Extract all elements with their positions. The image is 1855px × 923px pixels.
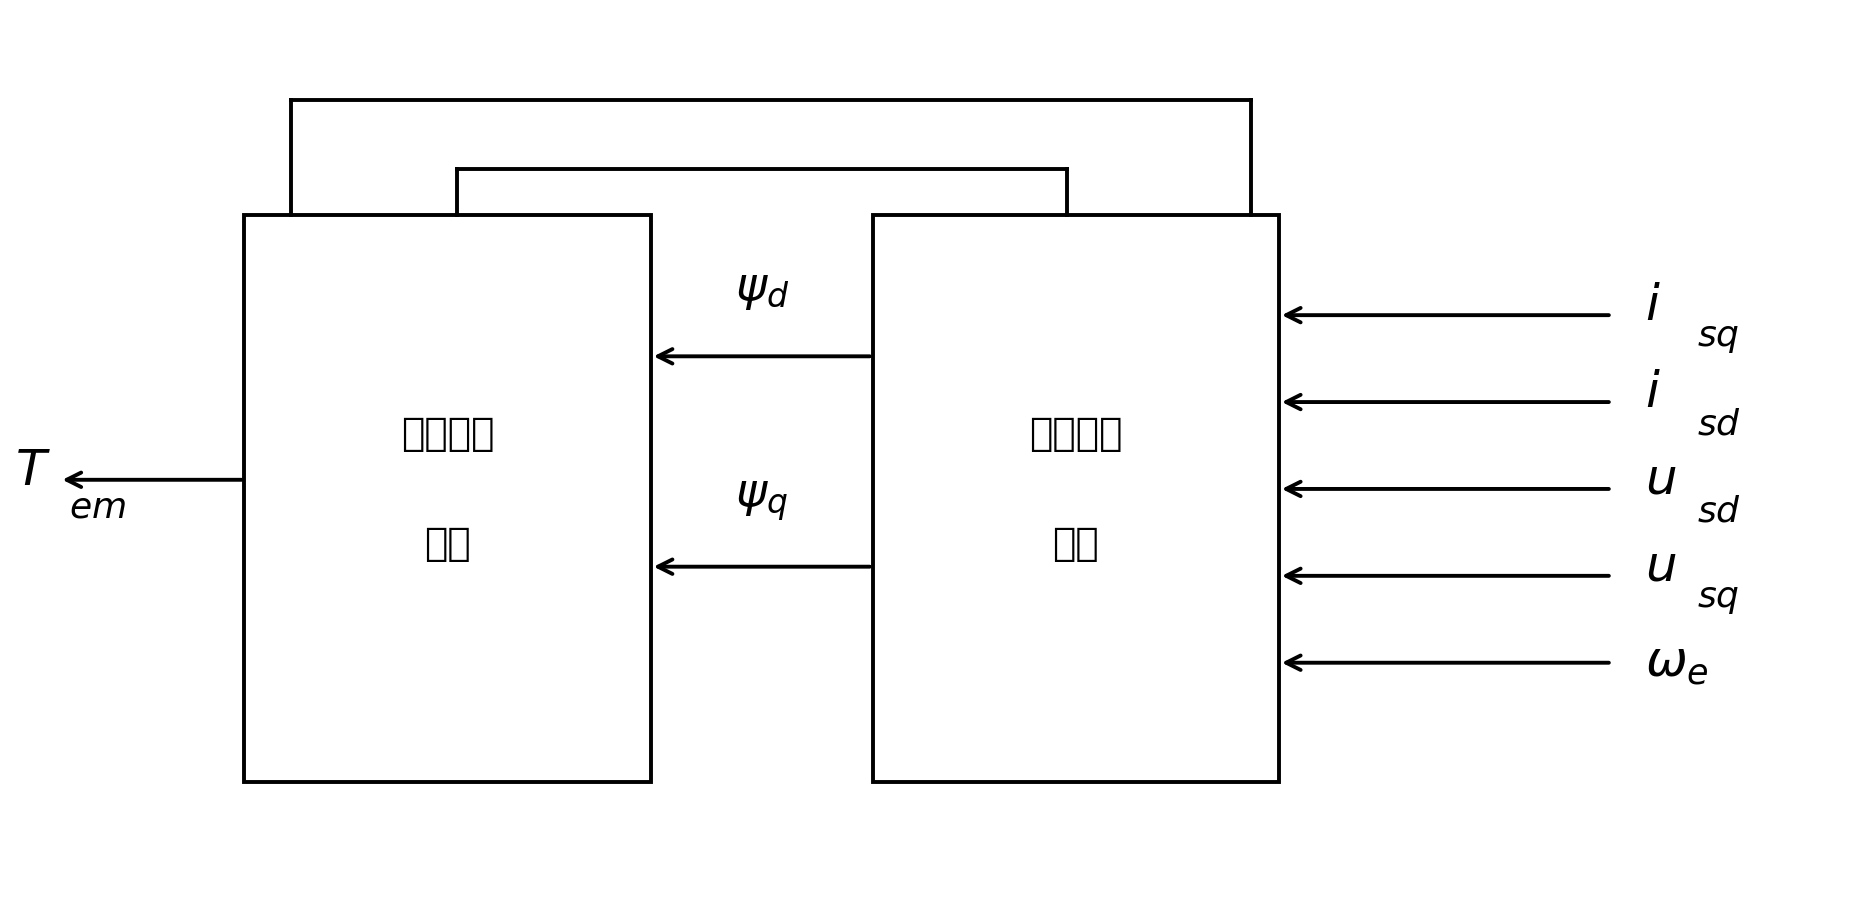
Text: 定子磁链: 定子磁链 [1028, 415, 1122, 453]
Text: $i$: $i$ [1644, 282, 1660, 330]
Text: $sd$: $sd$ [1695, 495, 1740, 529]
Bar [872, 214, 1278, 782]
Text: $\omega_{e}$: $\omega_{e}$ [1644, 639, 1708, 687]
Text: $\psi_d$: $\psi_d$ [735, 268, 788, 312]
Text: $sq$: $sq$ [1695, 321, 1738, 355]
Text: $u$: $u$ [1644, 456, 1675, 504]
Text: 电磁转矩: 电磁转矩 [401, 415, 493, 453]
Text: $sq$: $sq$ [1695, 581, 1738, 616]
Bar [245, 214, 651, 782]
Text: $T$: $T$ [15, 447, 50, 495]
Text: $\psi_q$: $\psi_q$ [735, 478, 788, 522]
Text: 计算: 计算 [425, 525, 471, 563]
Text: 计算: 计算 [1052, 525, 1098, 563]
Text: $sd$: $sd$ [1695, 408, 1740, 442]
Text: $u$: $u$ [1644, 543, 1675, 591]
Text: $i$: $i$ [1644, 369, 1660, 417]
Text: $em$: $em$ [69, 490, 126, 524]
